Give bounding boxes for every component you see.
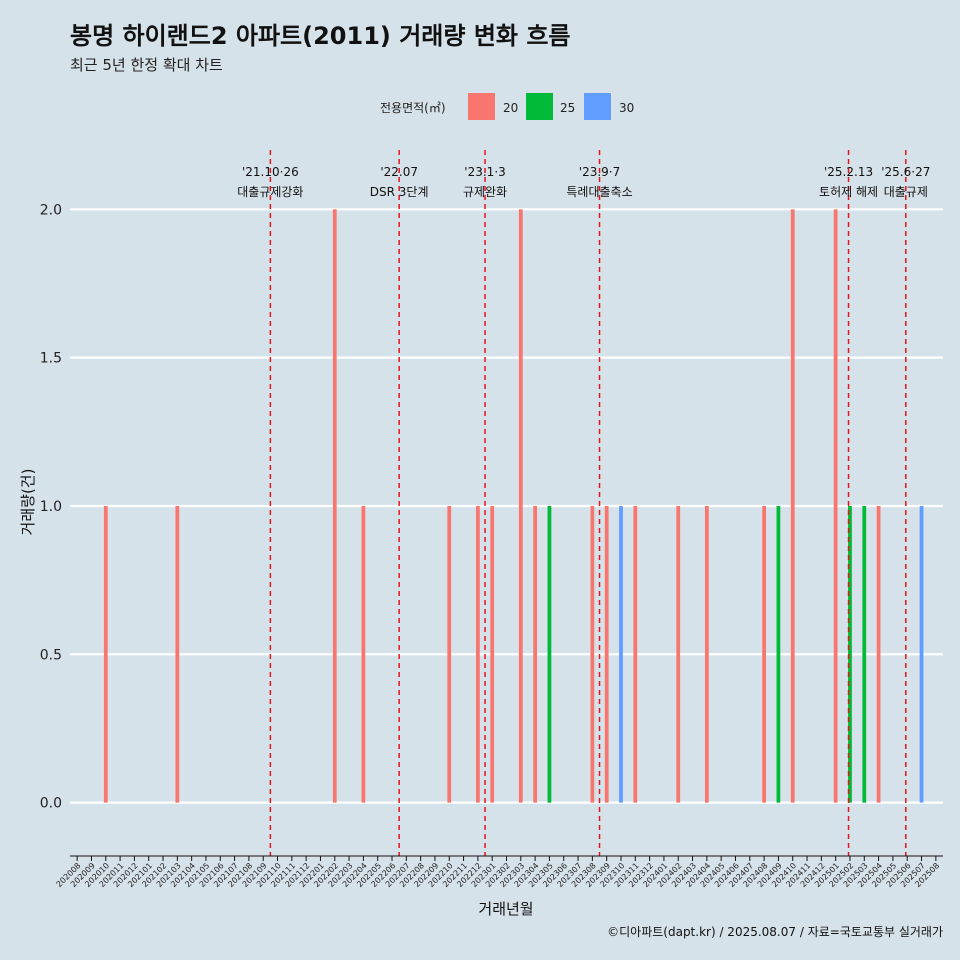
bar-202504-20 bbox=[876, 505, 881, 803]
legend-label-30: 30 bbox=[619, 101, 634, 115]
event-label: DSR 3단계 bbox=[370, 185, 429, 199]
legend-label-20: 20 bbox=[503, 101, 518, 115]
bar-202308-20 bbox=[590, 505, 595, 803]
bar-202501-20 bbox=[833, 209, 838, 803]
bar-202202-20 bbox=[332, 209, 337, 803]
bar-202305-25 bbox=[547, 505, 552, 803]
bar-202304-20 bbox=[533, 505, 538, 803]
y-tick-label: 0.5 bbox=[40, 647, 62, 663]
bar-202204-20 bbox=[361, 505, 366, 803]
y-axis-label: 거래량(건) bbox=[19, 469, 37, 536]
y-tick-label: 2.0 bbox=[40, 202, 62, 218]
bar-202402-20 bbox=[676, 505, 681, 803]
chart-subtitle: 최근 5년 한정 확대 차트 bbox=[70, 56, 223, 74]
event-date-label: '25.6·27 bbox=[881, 165, 930, 179]
event-date-label: '23.1·3 bbox=[464, 165, 505, 179]
x-axis-label: 거래년월 bbox=[478, 900, 533, 918]
bar-202408-20 bbox=[762, 505, 766, 803]
bar-202410-20 bbox=[790, 209, 795, 803]
x-axis: 2020082020092020102020112020122021012021… bbox=[55, 855, 943, 889]
y-tick-label: 1.0 bbox=[40, 499, 62, 515]
bar-202301-20 bbox=[490, 505, 495, 803]
y-tick-label: 1.5 bbox=[40, 351, 62, 367]
event-date-label: '21.10·26 bbox=[242, 165, 299, 179]
event-label: 규제완화 bbox=[463, 185, 507, 199]
event-annotations: '21.10·26 대출규제강화 '22.07 DSR 3단계 '23.1·3 규제완화 '… bbox=[237, 150, 930, 856]
y-tick-label: 0.0 bbox=[40, 796, 62, 812]
gridlines bbox=[70, 208, 943, 804]
bar-202409-25 bbox=[776, 505, 781, 803]
bars bbox=[103, 209, 924, 803]
event-label: 대출규제 bbox=[884, 185, 928, 199]
legend-key-20 bbox=[468, 93, 495, 120]
event-date-label: '23.9·7 bbox=[579, 165, 620, 179]
bar-202210-20 bbox=[447, 505, 452, 803]
event-label: 대출규제강화 bbox=[237, 185, 303, 199]
bar-202212-20 bbox=[475, 505, 480, 803]
bar-202311-20 bbox=[633, 505, 638, 803]
chart-caption: ©디아파트(dapt.kr) / 2025.08.07 / 자료=국토교통부 실… bbox=[607, 925, 943, 939]
chart-title: 봉명 하이랜드2 아파트(2011) 거래량 변화 흐름 bbox=[70, 22, 571, 50]
bar-202303-20 bbox=[518, 209, 523, 803]
legend: 전용면적(㎡) 20 25 30 bbox=[380, 93, 634, 120]
event-date-label: '22.07 bbox=[380, 165, 418, 179]
bar-202507-30 bbox=[919, 505, 924, 803]
event-date-label: '25.2.13 bbox=[824, 165, 873, 179]
event-label: 특례대출축소 bbox=[566, 185, 632, 199]
bar-202502-25 bbox=[848, 505, 852, 803]
legend-label-25: 25 bbox=[560, 101, 575, 115]
bar-202309-20 bbox=[604, 505, 609, 803]
legend-key-30 bbox=[584, 93, 611, 120]
bar-202503-25 bbox=[862, 505, 867, 803]
y-axis-ticks: 0.0 0.5 1.0 1.5 2.0 bbox=[40, 202, 62, 811]
bar-202103-20 bbox=[175, 505, 180, 803]
bar-202310-30 bbox=[619, 505, 623, 803]
bar-202404-20 bbox=[704, 505, 709, 803]
legend-title: 전용면적(㎡) bbox=[380, 101, 446, 115]
event-label: 토허제 해제 bbox=[819, 185, 878, 199]
bar-202010-20 bbox=[103, 505, 108, 803]
legend-key-25 bbox=[526, 93, 553, 120]
